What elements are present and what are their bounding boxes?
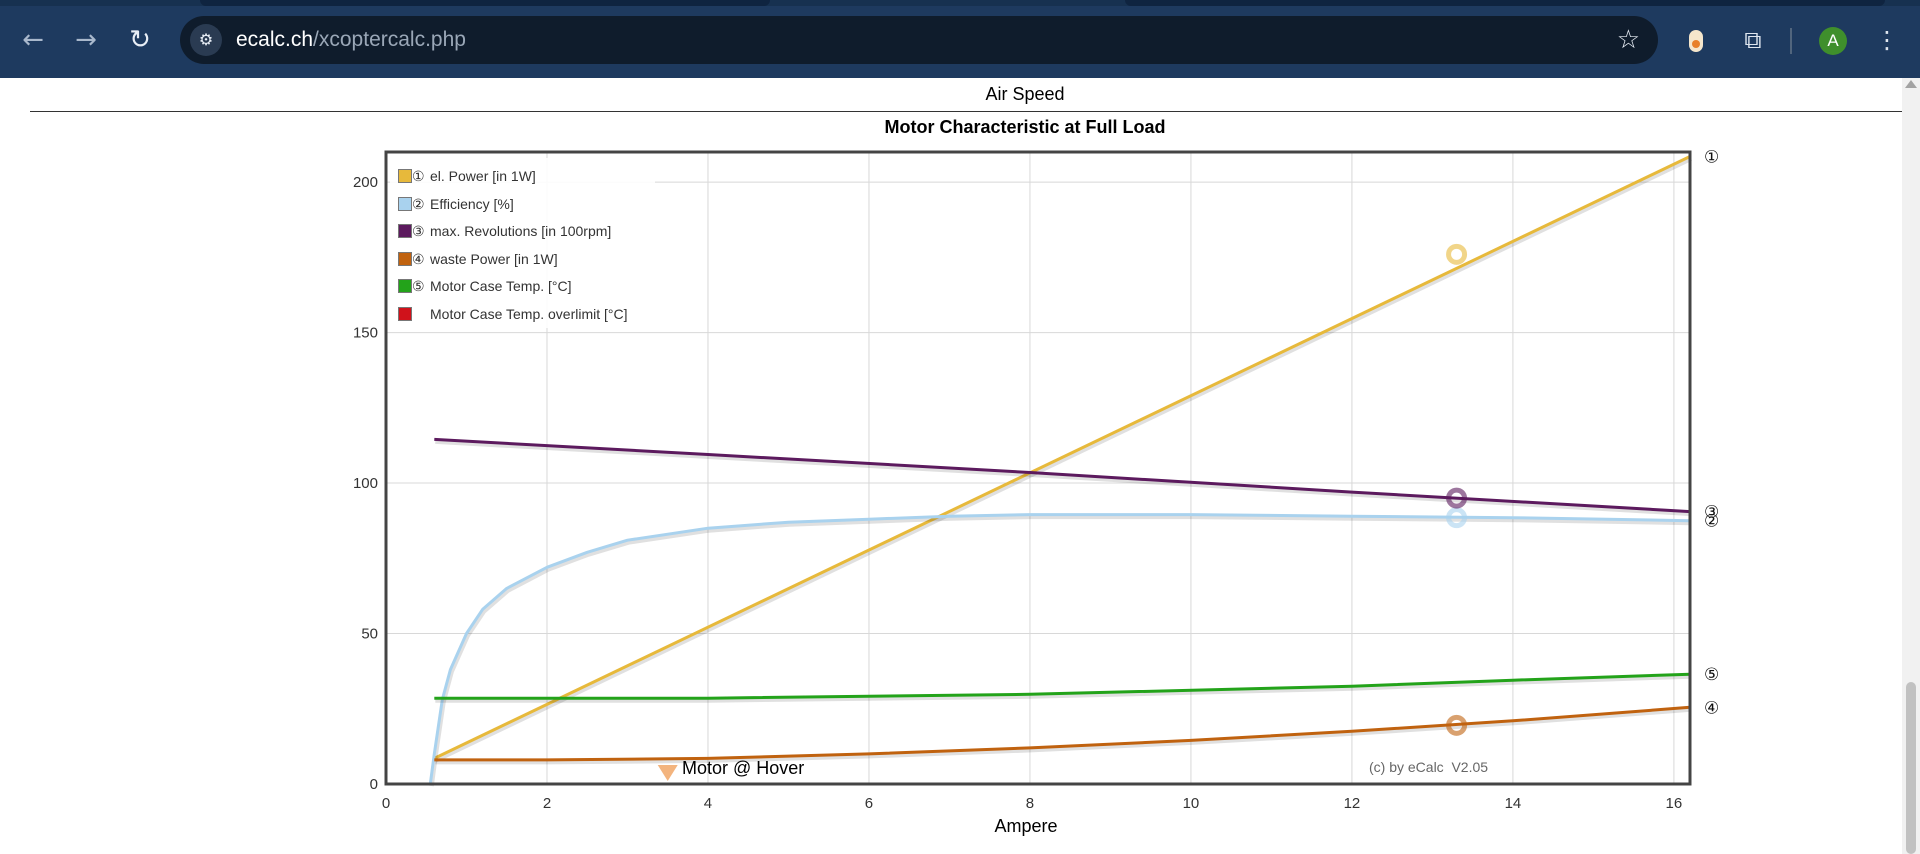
browser-toolbar: ← → ↻ ⚙ ecalc.ch/xcoptercalc.php ☆ ⧉ A ⋮ xyxy=(0,0,1920,78)
site-settings-icon[interactable]: ⚙ xyxy=(190,24,222,56)
scrollbar-thumb[interactable] xyxy=(1906,682,1916,854)
copyright-note: (c) by eCalc V2.05 xyxy=(1369,759,1489,775)
forward-arrow-icon[interactable]: → xyxy=(75,25,97,55)
legend-swatch xyxy=(398,196,412,211)
x-axis-label: Ampere xyxy=(994,816,1058,836)
reload-icon[interactable]: ↻ xyxy=(129,25,151,55)
legend-number: ③ xyxy=(412,223,425,239)
address-bar[interactable]: ⚙ ecalc.ch/xcoptercalc.php ☆ xyxy=(180,16,1658,64)
legend-number: ④ xyxy=(412,250,425,267)
back-arrow-icon[interactable]: ← xyxy=(22,25,44,55)
legend-swatch xyxy=(398,306,412,321)
legend-label: Motor Case Temp. overlimit [°C] xyxy=(430,305,628,322)
more-menu-icon[interactable]: ⋮ xyxy=(1875,26,1899,54)
scrollbar[interactable] xyxy=(1902,78,1920,854)
browser-tab[interactable] xyxy=(1125,0,1885,6)
url-text[interactable]: ecalc.ch/xcoptercalc.php xyxy=(236,28,466,52)
extension-icon[interactable] xyxy=(1689,30,1703,52)
bookmark-star-icon[interactable]: ☆ xyxy=(1616,25,1640,55)
legend-label: el. Power [in 1W] xyxy=(430,168,536,184)
legend-label: Efficiency [%] xyxy=(430,195,514,212)
chart-title: Motor Characteristic at Full Load xyxy=(884,117,1166,137)
tab-strip xyxy=(0,0,1920,6)
hover-annotation: Motor @ Hover xyxy=(682,758,805,778)
browser-tab[interactable] xyxy=(200,0,770,6)
section-heading: Air Speed xyxy=(985,84,1065,104)
legend-number: ① xyxy=(412,168,425,184)
legend-label: max. Revolutions [in 100rpm] xyxy=(430,223,612,239)
puzzle-extensions-icon[interactable]: ⧉ xyxy=(1744,26,1762,54)
legend-swatch xyxy=(398,251,412,266)
legend-swatch xyxy=(398,224,412,238)
legend-number: ② xyxy=(412,195,425,212)
legend-number: ⑤ xyxy=(412,278,425,294)
legend-swatch xyxy=(398,169,412,183)
legend: ① el. Power [in 1W] ② Efficiency [%] ③ max. R… xyxy=(390,158,655,328)
legend-label: waste Power [in 1W] xyxy=(430,250,558,267)
legend-label: Motor Case Temp. [°C] xyxy=(430,278,572,294)
divider xyxy=(30,111,1902,112)
toolbar-divider xyxy=(1790,28,1792,54)
scroll-up-arrow-icon[interactable] xyxy=(1905,80,1917,88)
page-content xyxy=(0,78,1902,854)
url-host: ecalc.ch xyxy=(236,28,314,51)
profile-avatar[interactable]: A xyxy=(1819,27,1847,55)
url-path: /xcoptercalc.php xyxy=(313,28,466,51)
legend-swatch xyxy=(398,279,412,293)
